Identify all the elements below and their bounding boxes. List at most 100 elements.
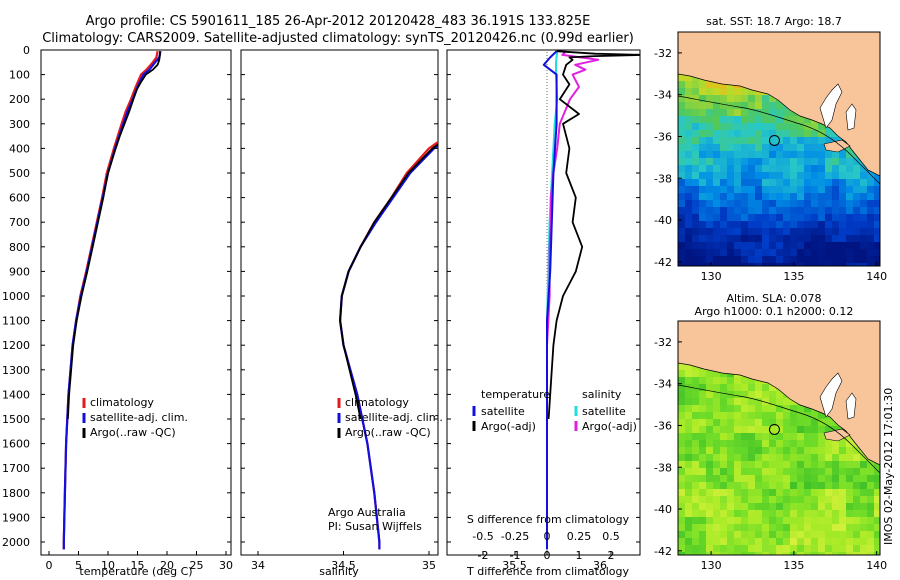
map-cell xyxy=(713,468,721,476)
legend-argo-label: Argo(..raw -QC) xyxy=(345,426,431,439)
map-cell xyxy=(748,412,756,420)
map-x-tick-label: 135 xyxy=(783,559,804,572)
map-cell xyxy=(762,384,770,392)
map-cell xyxy=(678,398,686,406)
map-cell xyxy=(720,186,728,194)
map-cell xyxy=(713,256,721,264)
series-line-argo-raw-qc xyxy=(339,143,438,420)
spencer-gulf xyxy=(819,83,843,129)
map-cell xyxy=(818,524,826,532)
map-cell xyxy=(811,412,819,420)
map-cell xyxy=(755,426,763,434)
map-cell xyxy=(706,130,714,138)
map-cell xyxy=(685,95,693,103)
map-cell xyxy=(720,144,728,152)
map-cell xyxy=(790,545,798,553)
map-cell xyxy=(685,151,693,159)
salinity-legend: climatology satellite-adj. clim. Argo(..… xyxy=(337,396,443,439)
y-tick-label: 900 xyxy=(9,265,30,278)
map-cell xyxy=(769,475,777,483)
map-cell xyxy=(685,242,693,250)
map-cell xyxy=(804,151,812,159)
map-cell xyxy=(699,405,707,413)
map-x-tick-label: 130 xyxy=(701,270,722,283)
sst-map-land xyxy=(678,32,880,185)
map-cell xyxy=(727,151,735,159)
map-cell xyxy=(727,454,735,462)
map-cell xyxy=(811,440,819,448)
map-cell xyxy=(699,440,707,448)
map-cell xyxy=(776,193,784,201)
map-cell xyxy=(811,475,819,483)
map-cell xyxy=(755,398,763,406)
map-cell xyxy=(713,130,721,138)
map-cell xyxy=(818,214,826,222)
legend-satellite-label: satellite-adj. clim. xyxy=(345,411,443,424)
map-cell xyxy=(734,256,742,264)
map-cell xyxy=(853,186,861,194)
map-cell xyxy=(853,249,861,257)
map-cell xyxy=(713,517,721,525)
map-cell xyxy=(692,398,700,406)
map-cell xyxy=(699,102,707,110)
map-cell xyxy=(755,489,763,497)
map-cell xyxy=(804,475,812,483)
map-cell xyxy=(748,256,756,264)
map-cell xyxy=(692,221,700,229)
map-cell xyxy=(776,123,784,131)
map-cell xyxy=(720,468,728,476)
map-cell xyxy=(783,531,791,539)
map-cell xyxy=(713,95,721,103)
map-cell xyxy=(797,116,805,124)
map-cell xyxy=(713,81,721,89)
map-cell xyxy=(804,468,812,476)
map-cell xyxy=(755,256,763,264)
y-tick-label: 100 xyxy=(9,69,30,82)
map-cell xyxy=(769,200,777,208)
map-cell xyxy=(776,538,784,546)
map-cell xyxy=(734,95,742,103)
map-cell xyxy=(755,503,763,511)
map-cell xyxy=(804,503,812,511)
map-cell xyxy=(783,130,791,138)
map-cell xyxy=(720,552,728,555)
map-cell xyxy=(853,193,861,201)
map-cell xyxy=(790,158,798,166)
map-cell xyxy=(727,398,735,406)
map-cell xyxy=(762,116,770,124)
map-cell xyxy=(769,228,777,236)
map-cell xyxy=(769,144,777,152)
map-cell xyxy=(832,137,840,145)
map-cell xyxy=(720,496,728,504)
map-cell xyxy=(706,151,714,159)
map-cell xyxy=(685,256,693,264)
sst-map-frame xyxy=(677,31,881,267)
map-cell xyxy=(699,158,707,166)
map-cell xyxy=(769,221,777,229)
map-cell xyxy=(734,242,742,250)
map-cell xyxy=(818,440,826,448)
map-cell xyxy=(762,517,770,525)
map-cell xyxy=(748,384,756,392)
map-cell xyxy=(748,552,756,555)
map-cell xyxy=(685,74,693,82)
map-cell xyxy=(741,200,749,208)
map-cell xyxy=(825,440,833,448)
map-cell xyxy=(846,489,854,497)
map-cell xyxy=(720,81,728,89)
map-cell xyxy=(685,538,693,546)
map-cell xyxy=(818,186,826,194)
map-cell xyxy=(720,419,728,427)
map-cell xyxy=(713,158,721,166)
map-cell xyxy=(748,517,756,525)
salinity-panel: 34 34.5 35 35.5 36 salinity climatology sate… xyxy=(240,49,607,578)
map-cell xyxy=(692,531,700,539)
map-cell xyxy=(678,510,686,518)
x-tick-label: 15 xyxy=(131,559,145,572)
map-cell xyxy=(776,263,784,266)
map-cell xyxy=(797,235,805,243)
map-cell xyxy=(811,221,819,229)
map-cell xyxy=(825,447,833,455)
map-cell xyxy=(860,517,868,525)
map-cell xyxy=(706,165,714,173)
